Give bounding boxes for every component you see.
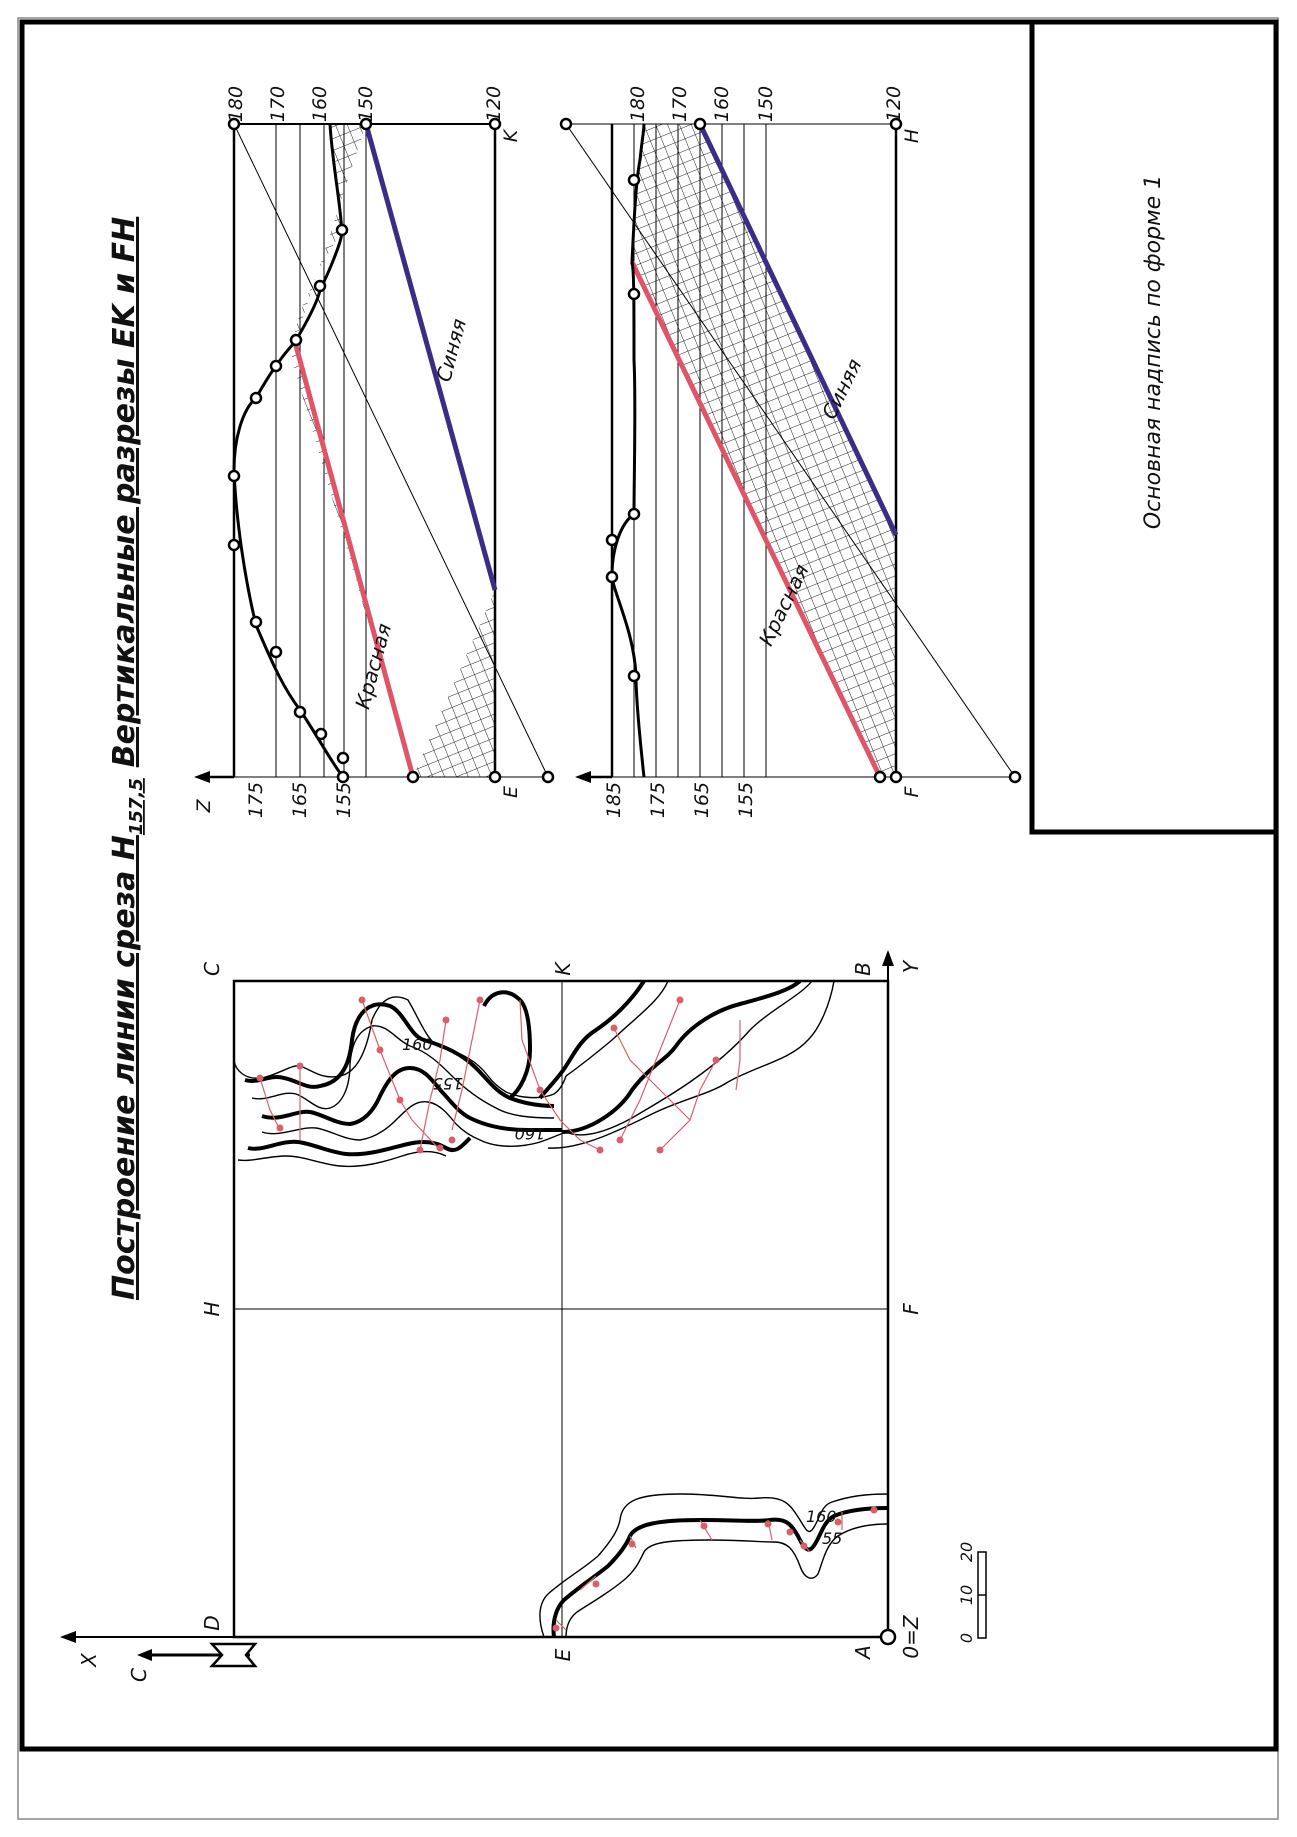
drawing-frame	[19, 19, 1279, 1752]
section-fh: 185 175 165 155 F 180 170 160 150 120 H …	[559, 86, 1022, 818]
ek-blue-label: Синяя	[431, 316, 471, 384]
ek-tick-175: 175	[245, 782, 267, 818]
contour-label-160-upper: 160	[402, 1035, 433, 1054]
ek-fill-hatch	[413, 590, 495, 777]
corner-k: K	[551, 961, 575, 976]
ek-blue-line	[363, 123, 498, 591]
scale-label-0: 0	[957, 1633, 976, 1643]
svg-text:Построение линии среза H157,5: Построение линии среза H157,5	[107, 778, 147, 1300]
contour-label-160-upper-b: 160	[515, 1124, 546, 1143]
corner-f: F	[899, 1303, 923, 1315]
title-block-text: Основная надпись по форме 1	[1141, 175, 1166, 529]
ek-top-170: 170	[267, 86, 289, 122]
title-block-frame	[1029, 22, 1276, 835]
ek-top-120: 120	[483, 86, 505, 122]
fh-blue-line	[697, 122, 899, 537]
fh-h-label: H	[901, 129, 923, 143]
fh-tick-165: 165	[691, 782, 713, 818]
fh-tick-185: 185	[603, 782, 625, 818]
fh-top-160: 160	[711, 86, 733, 122]
ek-k-label: K	[500, 128, 522, 142]
corner-a: A	[851, 1645, 875, 1661]
lower-points	[552, 1506, 878, 1632]
scale-bar: 0 10 20	[957, 1542, 987, 1643]
contour-label-55-lower: 55	[822, 1529, 842, 1548]
fh-tick-175: 175	[647, 782, 669, 818]
fh-top-180: 180	[627, 86, 649, 122]
ek-tick-155: 155	[333, 782, 355, 818]
upper-points	[256, 996, 720, 1154]
lower-contours	[539, 1493, 889, 1638]
fh-tick-155: 155	[735, 782, 757, 818]
ek-top-160: 160	[309, 86, 331, 122]
fh-fill-hatch	[632, 124, 896, 777]
fh-f-label: F	[901, 785, 923, 797]
contour-label-160-lower: 160	[806, 1507, 837, 1526]
scale-label-20: 20	[957, 1542, 976, 1562]
corner-e: E	[551, 1648, 575, 1661]
north-label: С	[127, 1668, 151, 1682]
upper-contours	[233, 979, 835, 1168]
corner-h: H	[200, 1301, 224, 1316]
plan-title: Построение линии среза H157,5	[107, 778, 147, 1300]
fh-top-170: 170	[669, 86, 691, 122]
ek-top-150: 150	[355, 86, 377, 122]
sections-title: Вертикальные разрезы EK и FH	[107, 217, 142, 768]
north-arrow-icon	[137, 1642, 258, 1668]
ek-terrain-profile	[232, 123, 345, 778]
ek-red-line	[292, 341, 416, 778]
scale-label-10: 10	[957, 1585, 976, 1605]
axis-x-label: X	[77, 1652, 101, 1668]
fh-top-120: 120	[883, 86, 905, 122]
upper-construction	[259, 999, 741, 1151]
ek-tick-165: 165	[289, 782, 311, 818]
fh-top-150: 150	[755, 86, 777, 122]
origin-marker	[879, 1628, 897, 1646]
ek-top-180: 180	[225, 86, 247, 122]
axis-y-label: Y	[899, 959, 923, 973]
corner-d: D	[200, 1615, 224, 1630]
plan-view: C K B Y H F D E A X 0=Z С	[60, 950, 923, 1682]
corner-c: C	[200, 962, 224, 976]
origin-label: 0=Z	[899, 1614, 923, 1658]
contour-label-155-upper: 155	[433, 1074, 464, 1093]
ek-e-label: E	[500, 786, 522, 798]
fh-red-line	[629, 260, 883, 779]
ek-z-label: Z	[193, 799, 215, 814]
corner-b: B	[851, 962, 875, 976]
section-ek: Z 175 165 155 E 180 170 160 150 120 K Кр…	[193, 86, 555, 818]
